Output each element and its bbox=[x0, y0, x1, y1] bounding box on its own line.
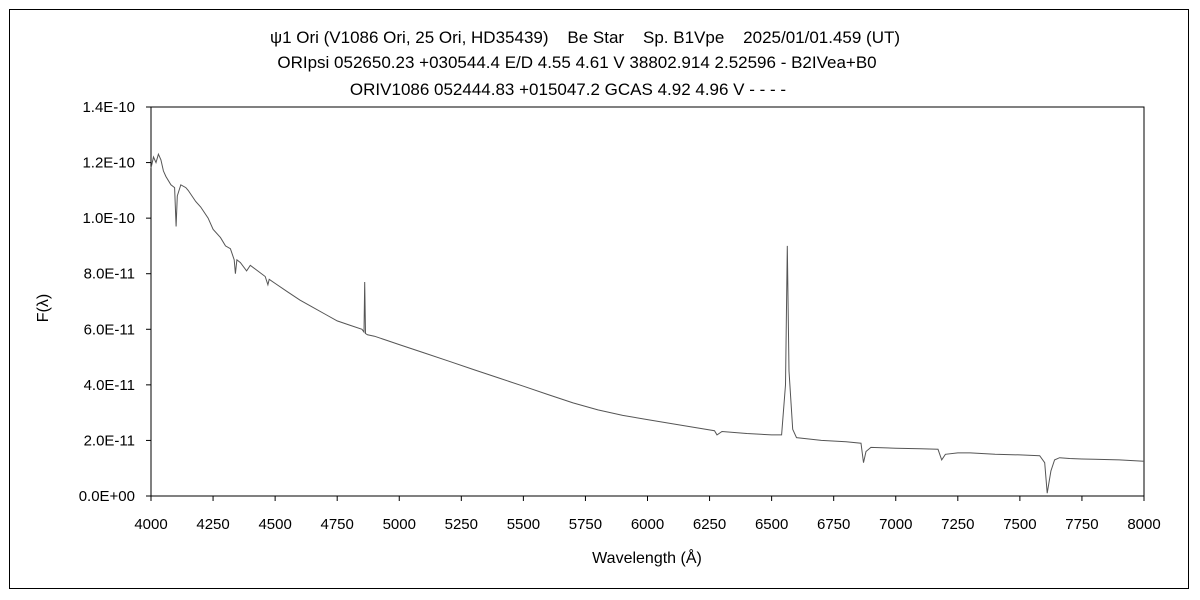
x-tick-label: 7500 bbox=[1003, 516, 1036, 533]
x-tick-label: 5750 bbox=[569, 516, 602, 533]
y-tick-label: 1.2E-10 bbox=[82, 155, 135, 172]
x-tick-label: 7000 bbox=[879, 516, 912, 533]
x-tick-label: 6750 bbox=[817, 516, 850, 533]
x-tick-label: 4500 bbox=[258, 516, 291, 533]
y-tick-label: 1.0E-10 bbox=[82, 210, 135, 227]
chart-title-line-3: ORIV1086 052444.83 +015047.2 GCAS 4.92 4… bbox=[349, 80, 787, 99]
chart-title-line-1: ψ1 Ori (V1086 Ori, 25 Ori, HD35439) Be S… bbox=[269, 28, 901, 47]
x-tick-label: 6250 bbox=[693, 516, 726, 533]
x-tick-label: 4750 bbox=[321, 516, 354, 533]
y-tick-label: 1.4E-10 bbox=[82, 99, 135, 116]
x-tick-label: 6000 bbox=[631, 516, 664, 533]
x-tick-label: 5000 bbox=[383, 516, 416, 533]
plot-area-border bbox=[150, 106, 1145, 497]
x-tick-label: 4250 bbox=[196, 516, 229, 533]
spectrum-line bbox=[150, 152, 1145, 494]
y-tick-label: 2.0E-11 bbox=[84, 432, 135, 449]
y-tick-label: 0.0E+00 bbox=[79, 488, 135, 505]
x-tick-label: 7250 bbox=[941, 516, 974, 533]
y-axis-title: F(λ) bbox=[35, 294, 52, 322]
x-tick-label: 6500 bbox=[755, 516, 788, 533]
y-tick-label: 6.0E-11 bbox=[84, 321, 135, 338]
x-tick-label: 4000 bbox=[134, 516, 167, 533]
x-tick-label: 5250 bbox=[445, 516, 478, 533]
x-tick-label: 8000 bbox=[1127, 516, 1160, 533]
x-tick-label: 5500 bbox=[507, 516, 540, 533]
chart-title-line-2: ORIpsi 052650.23 +030544.4 E/D 4.55 4.61… bbox=[277, 53, 877, 72]
x-axis-title: Wavelength (Å) bbox=[592, 548, 702, 567]
chart-frame bbox=[9, 9, 1189, 589]
x-tick-label: 7750 bbox=[1065, 516, 1098, 533]
y-tick-label: 8.0E-11 bbox=[84, 266, 135, 283]
y-tick-label: 4.0E-11 bbox=[84, 377, 135, 394]
